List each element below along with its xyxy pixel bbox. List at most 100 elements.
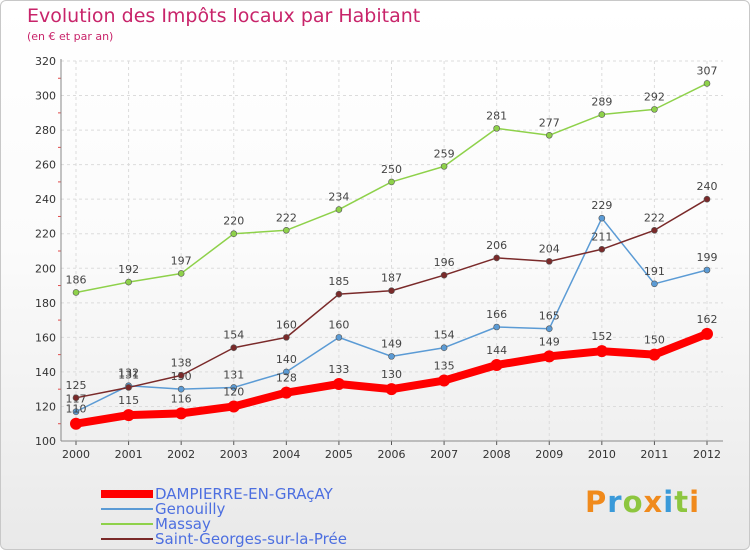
- data-point: [72, 408, 80, 415]
- data-label: 160: [328, 318, 349, 331]
- data-label: 131: [223, 368, 244, 381]
- data-point: [543, 350, 556, 363]
- data-point: [651, 280, 658, 288]
- data-point: [595, 345, 608, 358]
- data-label: 222: [644, 211, 665, 224]
- x-tick-label: 2007: [430, 448, 458, 461]
- data-point: [335, 334, 343, 341]
- data-point: [703, 80, 711, 87]
- data-label: 110: [66, 403, 87, 416]
- x-tick-label: 2003: [220, 448, 248, 461]
- legend-label: Massay: [155, 515, 211, 533]
- data-point: [385, 383, 398, 396]
- data-label: 185: [328, 275, 349, 288]
- data-point: [651, 226, 658, 234]
- data-point: [332, 378, 345, 390]
- data-point: [598, 245, 606, 253]
- legend-swatch: [101, 508, 153, 510]
- data-point: [493, 323, 500, 331]
- data-label: 149: [539, 335, 560, 348]
- data-label: 115: [118, 394, 139, 407]
- legend-swatch: [101, 490, 153, 498]
- data-point: [177, 270, 185, 277]
- data-label: 259: [434, 147, 455, 160]
- data-label: 222: [276, 211, 297, 224]
- data-label: 281: [486, 109, 507, 122]
- y-tick-label: 220: [35, 228, 56, 241]
- proxiti-logo: Proxiti: [585, 485, 701, 519]
- data-label: 131: [118, 368, 139, 381]
- data-label: 166: [486, 308, 507, 321]
- data-point: [177, 372, 185, 379]
- data-point: [227, 400, 240, 413]
- data-label: 144: [486, 344, 507, 357]
- data-point: [280, 386, 293, 399]
- data-point: [230, 344, 238, 352]
- data-label: 197: [171, 254, 192, 267]
- data-point: [545, 258, 553, 265]
- data-label: 250: [381, 163, 402, 176]
- x-tick-label: 2004: [272, 448, 300, 461]
- data-label: 132: [118, 367, 139, 380]
- data-label: 154: [434, 329, 455, 342]
- data-label: 150: [644, 334, 665, 347]
- data-label: 130: [381, 368, 402, 381]
- x-tick-label: 2005: [325, 448, 353, 461]
- x-tick-label: 2001: [115, 448, 143, 461]
- data-point: [125, 384, 132, 391]
- data-point: [490, 359, 503, 371]
- data-label: 229: [591, 199, 612, 212]
- data-point: [440, 344, 448, 352]
- data-point: [598, 111, 606, 118]
- data-label: 234: [328, 191, 349, 204]
- data-point: [545, 131, 553, 139]
- data-label: 125: [66, 379, 87, 392]
- data-point: [230, 384, 238, 391]
- x-tick-label: 2010: [588, 448, 616, 461]
- data-label: 196: [434, 256, 455, 269]
- data-label: 206: [486, 239, 507, 252]
- data-label: 133: [328, 363, 349, 376]
- data-label: 116: [171, 392, 192, 405]
- data-label: 186: [66, 273, 87, 286]
- data-point: [493, 254, 500, 262]
- y-tick-label: 120: [35, 400, 56, 413]
- y-tick-label: 300: [35, 90, 56, 103]
- data-point: [493, 125, 500, 132]
- data-label: 140: [276, 353, 297, 366]
- data-point: [703, 266, 711, 274]
- legend-label: Saint-Georges-sur-la-Prée: [155, 530, 347, 548]
- data-label: 289: [591, 96, 612, 109]
- legend-label: DAMPIERRE-EN-GRAçAY: [155, 485, 333, 503]
- data-label: 187: [381, 272, 402, 285]
- y-tick-label: 140: [35, 366, 56, 379]
- data-label: 165: [539, 310, 560, 323]
- data-label: 191: [644, 265, 665, 278]
- data-point: [545, 325, 553, 333]
- data-point: [703, 195, 711, 203]
- x-tick-label: 2009: [535, 448, 563, 461]
- data-point: [388, 287, 395, 295]
- x-tick-label: 2006: [378, 448, 406, 461]
- data-label: 138: [171, 356, 192, 369]
- y-tick-label: 160: [35, 331, 56, 344]
- data-point: [283, 334, 290, 341]
- data-label: 120: [223, 385, 244, 398]
- data-label: 220: [223, 215, 244, 228]
- chart-subtitle: (en € et par an): [27, 30, 114, 43]
- data-point: [125, 278, 132, 286]
- data-point: [283, 226, 290, 234]
- y-tick-label: 260: [35, 159, 56, 172]
- data-point: [230, 230, 238, 238]
- data-point: [335, 290, 343, 298]
- data-point: [701, 327, 713, 340]
- data-label: 149: [381, 337, 402, 350]
- x-tick-label: 2012: [693, 448, 721, 461]
- data-label: 154: [223, 329, 244, 342]
- data-point: [388, 353, 395, 360]
- data-point: [175, 407, 188, 420]
- data-point: [283, 368, 290, 376]
- data-label: 135: [434, 360, 455, 373]
